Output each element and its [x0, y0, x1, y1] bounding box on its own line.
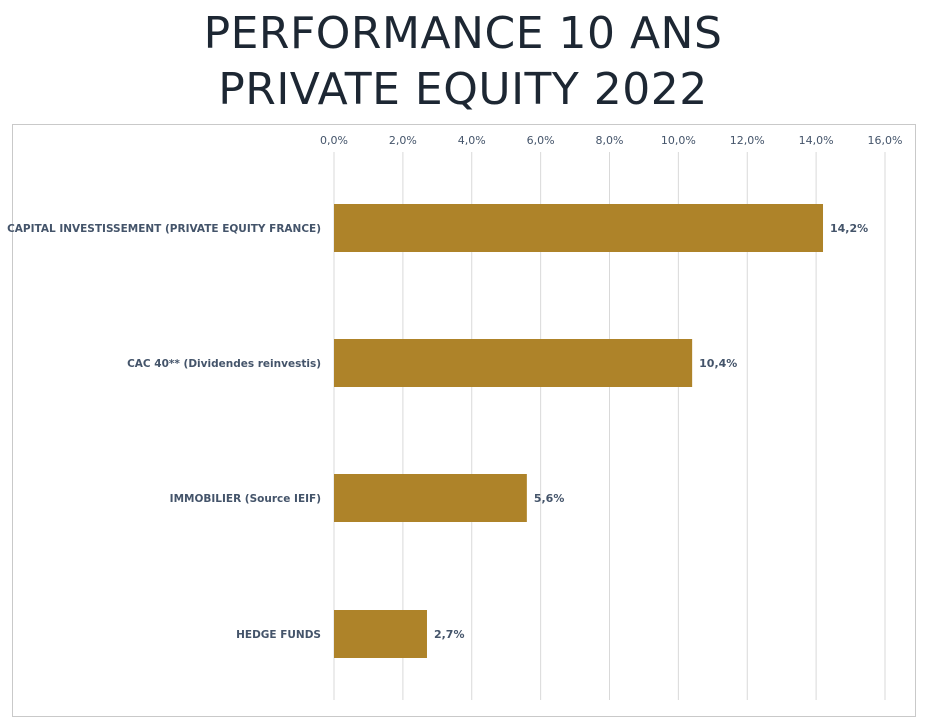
x-tick-label: 2,0% — [389, 134, 417, 147]
category-label: CAPITAL INVESTISSEMENT (PRIVATE EQUITY F… — [7, 223, 321, 235]
category-labels: CAPITAL INVESTISSEMENT (PRIVATE EQUITY F… — [7, 223, 321, 641]
chart-title-line-2: PRIVATE EQUITY 2022 — [218, 64, 708, 115]
bar — [334, 610, 427, 658]
x-tick-label: 6,0% — [527, 134, 555, 147]
x-tick-label: 12,0% — [730, 134, 765, 147]
x-tick-label: 4,0% — [458, 134, 486, 147]
bar — [334, 474, 527, 522]
x-tick-label: 0,0% — [320, 134, 348, 147]
x-tick-label: 8,0% — [596, 134, 624, 147]
bar-value-label: 2,7% — [434, 628, 465, 641]
bar — [334, 204, 824, 252]
x-tick-label: 16,0% — [868, 134, 903, 147]
bars — [334, 204, 824, 658]
bar-value-label: 14,2% — [830, 222, 868, 235]
category-label: HEDGE FUNDS — [236, 629, 321, 641]
chart-title: PERFORMANCE 10 ANS PRIVATE EQUITY 2022 — [0, 6, 926, 118]
bar-value-label: 10,4% — [699, 357, 737, 370]
x-tick-label: 14,0% — [799, 134, 834, 147]
chart-title-line-1: PERFORMANCE 10 ANS — [203, 8, 723, 59]
category-label: IMMOBILIER (Source IEIF) — [170, 493, 321, 505]
bar — [334, 339, 693, 387]
x-tick-label: 10,0% — [661, 134, 696, 147]
value-labels: 14,2% 10,4% 5,6% 2,7% — [434, 222, 868, 641]
bar-value-label: 5,6% — [534, 492, 565, 505]
category-label: CAC 40** (Dividendes reinvestis) — [127, 358, 321, 370]
x-axis-tick-labels: 0,0% 2,0% 4,0% 6,0% 8,0% 10,0% 12,0% 14,0% 16,0% — [320, 134, 902, 147]
